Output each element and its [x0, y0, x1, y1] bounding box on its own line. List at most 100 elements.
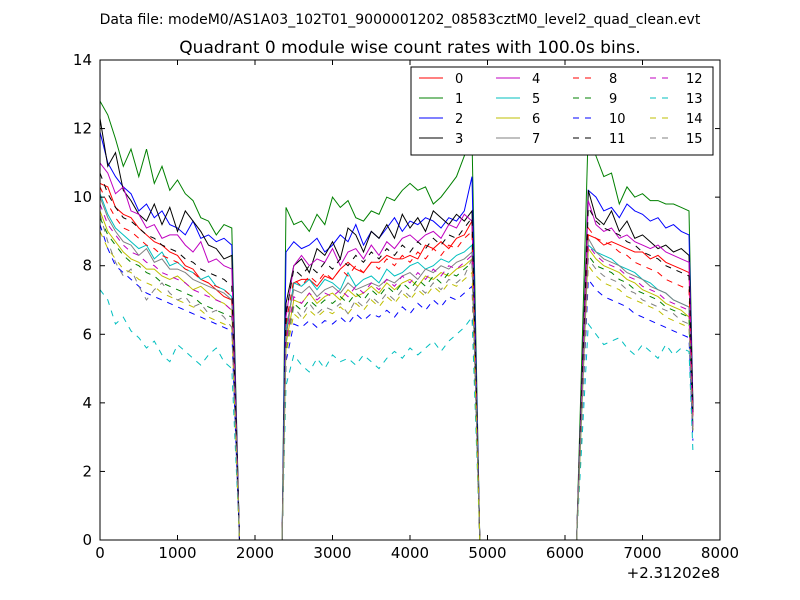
legend-label-13: 13 — [686, 92, 703, 107]
x-tick-label: 3000 — [313, 544, 351, 562]
series-12 — [99, 203, 694, 541]
series-6 — [99, 210, 694, 541]
series-14-line-2 — [281, 271, 484, 541]
series-15-line-2 — [281, 258, 484, 541]
series-1-line-2 — [281, 138, 484, 541]
chart-title: Quadrant 0 module wise count rates with … — [179, 38, 640, 58]
legend-label-10: 10 — [609, 112, 626, 127]
series-3-line-2 — [281, 209, 484, 541]
x-tick-label: 1000 — [158, 544, 196, 562]
series-12-line-5 — [576, 243, 694, 541]
series-11-line-2 — [281, 216, 484, 541]
series-3-line-0 — [99, 118, 244, 541]
y-tick-label: 10 — [73, 188, 92, 206]
legend-label-5: 5 — [532, 92, 540, 107]
series-9-line-0 — [99, 217, 244, 541]
series-3-line-5 — [576, 190, 694, 541]
chart-suptitle: Data file: modeM0/AS1A03_102T01_90000012… — [100, 12, 701, 28]
series-11-line-0 — [99, 172, 244, 541]
series-6-line-2 — [281, 257, 484, 541]
series-0-line-5 — [576, 234, 694, 541]
series-13-line-0 — [99, 289, 244, 541]
series-10 — [99, 224, 694, 541]
legend-label-2: 2 — [455, 112, 463, 127]
series-0-line-0 — [99, 182, 244, 541]
x-tick-label: 6000 — [546, 544, 584, 562]
series-2 — [99, 131, 694, 541]
series-5-line-2 — [281, 244, 484, 541]
series-10-line-0 — [99, 224, 244, 541]
series-13 — [99, 289, 694, 541]
series-14-line-0 — [99, 231, 244, 541]
series-15-line-5 — [576, 257, 694, 541]
y-tick-label: 2 — [82, 462, 92, 480]
legend-label-9: 9 — [609, 92, 617, 107]
series-4-line-2 — [281, 213, 484, 541]
series-12-line-0 — [99, 203, 244, 541]
series-9-line-2 — [281, 261, 484, 541]
axes: 0 1000 2000 3000 4000 5000 6000 7000 80000246810… — [73, 51, 739, 562]
legend-label-0: 0 — [455, 72, 463, 87]
x-tick-label: 0 — [95, 544, 105, 562]
y-tick-label: 4 — [82, 394, 92, 412]
series-10-line-5 — [576, 277, 694, 541]
series-9-line-5 — [576, 253, 694, 541]
series-14 — [99, 231, 694, 541]
series-0-line-2 — [281, 219, 484, 541]
series-7-line-0 — [99, 196, 244, 541]
y-tick-label: 14 — [73, 51, 92, 69]
plot-area — [99, 100, 694, 541]
series-7-line-5 — [576, 236, 694, 541]
x-tick-label: 5000 — [468, 544, 506, 562]
series-6-line-5 — [576, 247, 694, 541]
legend-label-15: 15 — [686, 132, 703, 147]
series-5-line-5 — [576, 244, 694, 541]
series-8-line-5 — [576, 226, 694, 541]
legend-label-12: 12 — [686, 72, 703, 87]
series-7-line-2 — [281, 250, 484, 541]
series-6-line-0 — [99, 210, 244, 541]
series-1-line-0 — [99, 100, 244, 541]
x-tick-label: 2000 — [236, 544, 274, 562]
legend-label-3: 3 — [455, 132, 463, 147]
legend-label-6: 6 — [532, 112, 540, 127]
x-tick-label: 4000 — [391, 544, 429, 562]
series-4-line-5 — [576, 200, 694, 541]
series-14-line-5 — [576, 264, 694, 541]
series-1 — [99, 100, 694, 541]
series-4 — [99, 162, 694, 541]
y-tick-label: 8 — [82, 257, 92, 275]
series-8 — [99, 186, 694, 541]
series-10-line-2 — [281, 285, 484, 541]
y-tick-label: 0 — [82, 531, 92, 549]
legend-box — [410, 66, 714, 156]
legend-label-1: 1 — [455, 92, 463, 107]
series-1-line-5 — [576, 128, 694, 541]
series-3 — [99, 118, 694, 541]
series-2-line-5 — [576, 189, 694, 541]
x-tick-label: 8000 — [701, 544, 739, 562]
series-5-line-0 — [99, 193, 244, 541]
y-tick-label: 6 — [82, 325, 92, 343]
series-2-line-0 — [99, 131, 244, 541]
series-8-line-2 — [281, 230, 484, 541]
series-15 — [99, 214, 694, 541]
x-offset-label: +2.31202e8 — [627, 564, 720, 582]
legend-label-4: 4 — [532, 72, 540, 87]
series-13-line-2 — [281, 315, 484, 541]
series-8-line-0 — [99, 186, 244, 541]
legend-label-11: 11 — [609, 132, 626, 147]
series-11-line-5 — [576, 205, 694, 541]
series-0 — [99, 182, 694, 541]
series-13-line-5 — [576, 322, 694, 541]
legend-label-14: 14 — [686, 112, 703, 127]
legend-label-7: 7 — [532, 132, 540, 147]
series-12-line-2 — [281, 254, 484, 541]
series-15-line-0 — [99, 214, 244, 541]
series-4-line-0 — [99, 162, 244, 541]
y-tick-label: 12 — [73, 120, 92, 138]
x-tick-label: 7000 — [623, 544, 661, 562]
legend-label-8: 8 — [609, 72, 617, 87]
